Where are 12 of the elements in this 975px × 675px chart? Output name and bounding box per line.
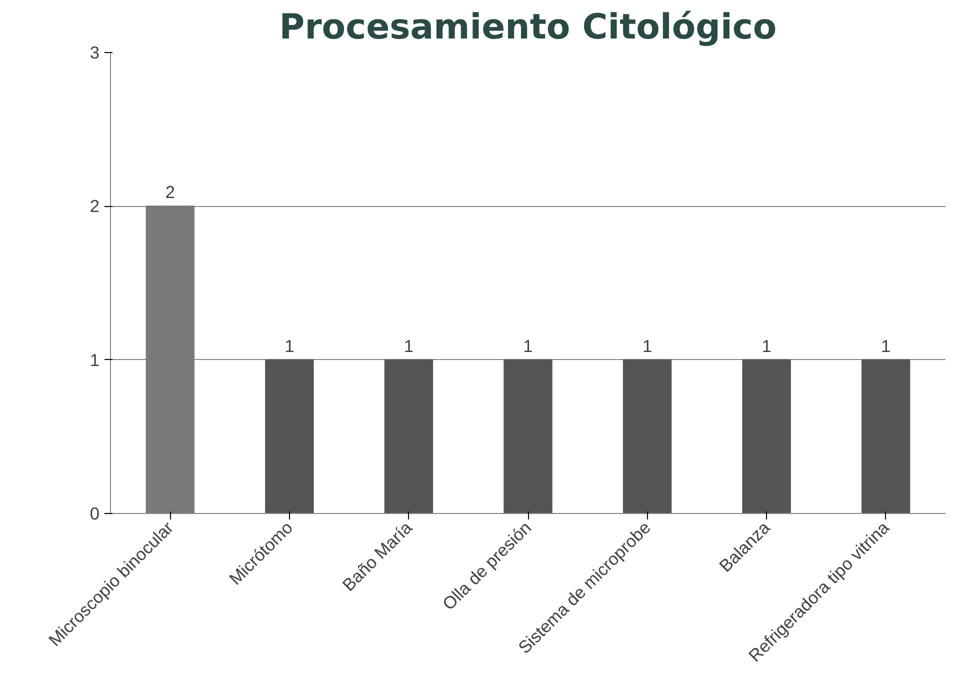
data-label: 1 bbox=[762, 336, 772, 356]
data-label: 1 bbox=[642, 336, 652, 356]
y-tick-label: 2 bbox=[90, 196, 100, 216]
y-tick-label: 3 bbox=[90, 42, 100, 62]
data-label: 1 bbox=[881, 336, 891, 356]
y-tick-label: 0 bbox=[90, 504, 100, 524]
data-label: 2 bbox=[165, 182, 175, 202]
data-label: 1 bbox=[523, 336, 533, 356]
chart-title: Procesamiento Citológico bbox=[279, 8, 777, 48]
y-tick-label: 1 bbox=[90, 350, 100, 370]
data-label: 1 bbox=[404, 336, 414, 356]
data-label: 1 bbox=[284, 336, 294, 356]
